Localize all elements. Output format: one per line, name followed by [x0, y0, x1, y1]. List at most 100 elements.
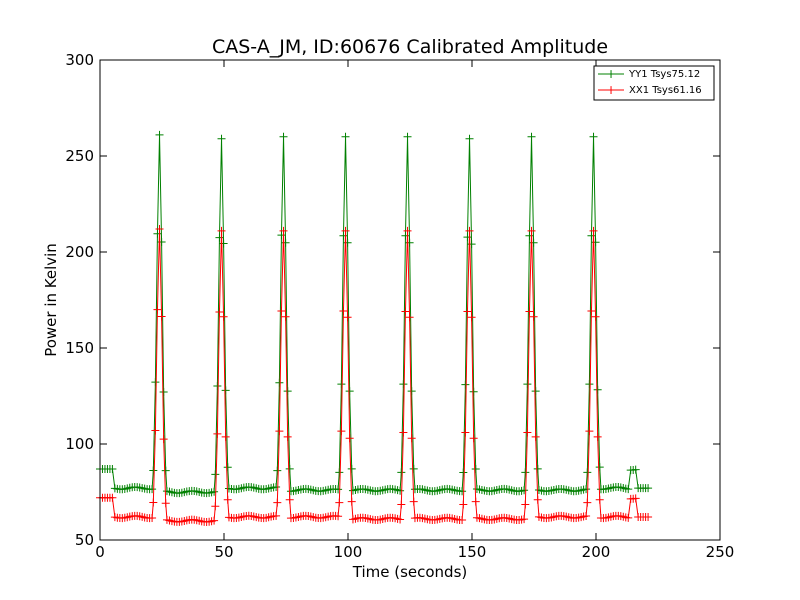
chart-title: CAS-A_JM, ID:60676 Calibrated Amplitude: [212, 36, 608, 58]
data-point: [341, 132, 350, 141]
data-point: [458, 487, 467, 496]
y-tick-label: 250: [65, 147, 94, 165]
data-point: [397, 468, 406, 477]
data-point: [397, 500, 406, 509]
data-point: [591, 312, 600, 321]
legend-marker-yy1: +: [606, 67, 616, 81]
data-point: [213, 429, 222, 438]
data-point: [223, 495, 232, 504]
data-point: [273, 498, 282, 507]
data-point: [217, 134, 226, 143]
data-point: [213, 382, 222, 391]
y-tick-label: 150: [65, 339, 94, 357]
legend-entry-yy1: + YY1 Tsys75.12: [598, 67, 700, 81]
x-tick-label: 200: [582, 543, 611, 561]
legend-box: [593, 65, 715, 101]
data-point: [405, 313, 414, 322]
data-point: [153, 305, 162, 314]
data-point: [583, 468, 592, 477]
data-point: [523, 380, 532, 389]
data-point: [407, 434, 416, 443]
x-tick-label: 150: [458, 543, 487, 561]
data-point: [529, 312, 538, 321]
data-point: [108, 493, 117, 502]
data-point: [624, 513, 633, 522]
data-point: [471, 497, 480, 506]
data-point: [459, 500, 468, 509]
data-point: [275, 427, 284, 436]
data-point: [334, 512, 343, 521]
data-point: [407, 387, 416, 396]
data-point: [595, 495, 604, 504]
data-point: [403, 226, 412, 235]
data-point: [644, 484, 653, 493]
data-point: [631, 494, 640, 503]
data-point: [585, 380, 594, 389]
data-point: [151, 378, 160, 387]
data-point: [345, 387, 354, 396]
x-tick-label: 250: [706, 543, 735, 561]
data-point: [334, 485, 343, 494]
data-point: [403, 132, 412, 141]
data-point: [589, 132, 598, 141]
data-point: [108, 464, 117, 473]
data-point: [155, 130, 164, 139]
data-point: [465, 226, 474, 235]
y-tick-label: 200: [65, 243, 94, 261]
series-xx1: [96, 224, 653, 526]
data-point: [161, 499, 170, 508]
data-point: [157, 312, 166, 321]
data-point: [155, 224, 164, 233]
data-point: [467, 313, 476, 322]
data-point: [210, 516, 219, 525]
data-point: [279, 132, 288, 141]
data-point: [159, 435, 168, 444]
axes-frame: [99, 59, 721, 541]
data-point: [345, 434, 354, 443]
data-point: [285, 495, 294, 504]
data-point: [399, 428, 408, 437]
data-point: [211, 502, 220, 511]
data-point: [624, 485, 633, 494]
data-point: [595, 463, 604, 472]
legend-entry-xx1: + XX1 Tsys61.16: [598, 83, 702, 97]
data-point: [219, 312, 228, 321]
data-point: [585, 427, 594, 436]
data-point: [459, 468, 468, 477]
data-point: [341, 226, 350, 235]
data-point: [347, 497, 356, 506]
data-point: [593, 385, 602, 394]
data-point: [533, 495, 542, 504]
data-point: [469, 387, 478, 396]
data-point: [217, 226, 226, 235]
data-point: [525, 307, 534, 316]
data-point: [272, 511, 281, 520]
x-tick-label: 0: [95, 543, 105, 561]
data-point: [587, 306, 596, 315]
data-point: [148, 485, 157, 494]
data-point: [210, 487, 219, 496]
legend-marker-xx1: +: [606, 83, 616, 97]
data-point: [275, 378, 284, 387]
data-point: [582, 485, 591, 494]
data-point: [343, 313, 352, 322]
data-point: [533, 464, 542, 473]
data-point: [531, 432, 540, 441]
data-point: [283, 387, 292, 396]
data-point: [335, 498, 344, 507]
data-point: [148, 513, 157, 522]
data-point: [281, 312, 290, 321]
data-point: [527, 132, 536, 141]
data-point: [279, 226, 288, 235]
series-layer: [96, 130, 653, 526]
data-point: [396, 486, 405, 495]
x-tick-label: 100: [334, 543, 363, 561]
y-tick-label: 100: [65, 435, 94, 453]
data-point: [527, 226, 536, 235]
data-point: [272, 483, 281, 492]
data-point: [221, 432, 230, 441]
data-point: [589, 226, 598, 235]
data-point: [520, 515, 529, 524]
data-point: [521, 500, 530, 509]
